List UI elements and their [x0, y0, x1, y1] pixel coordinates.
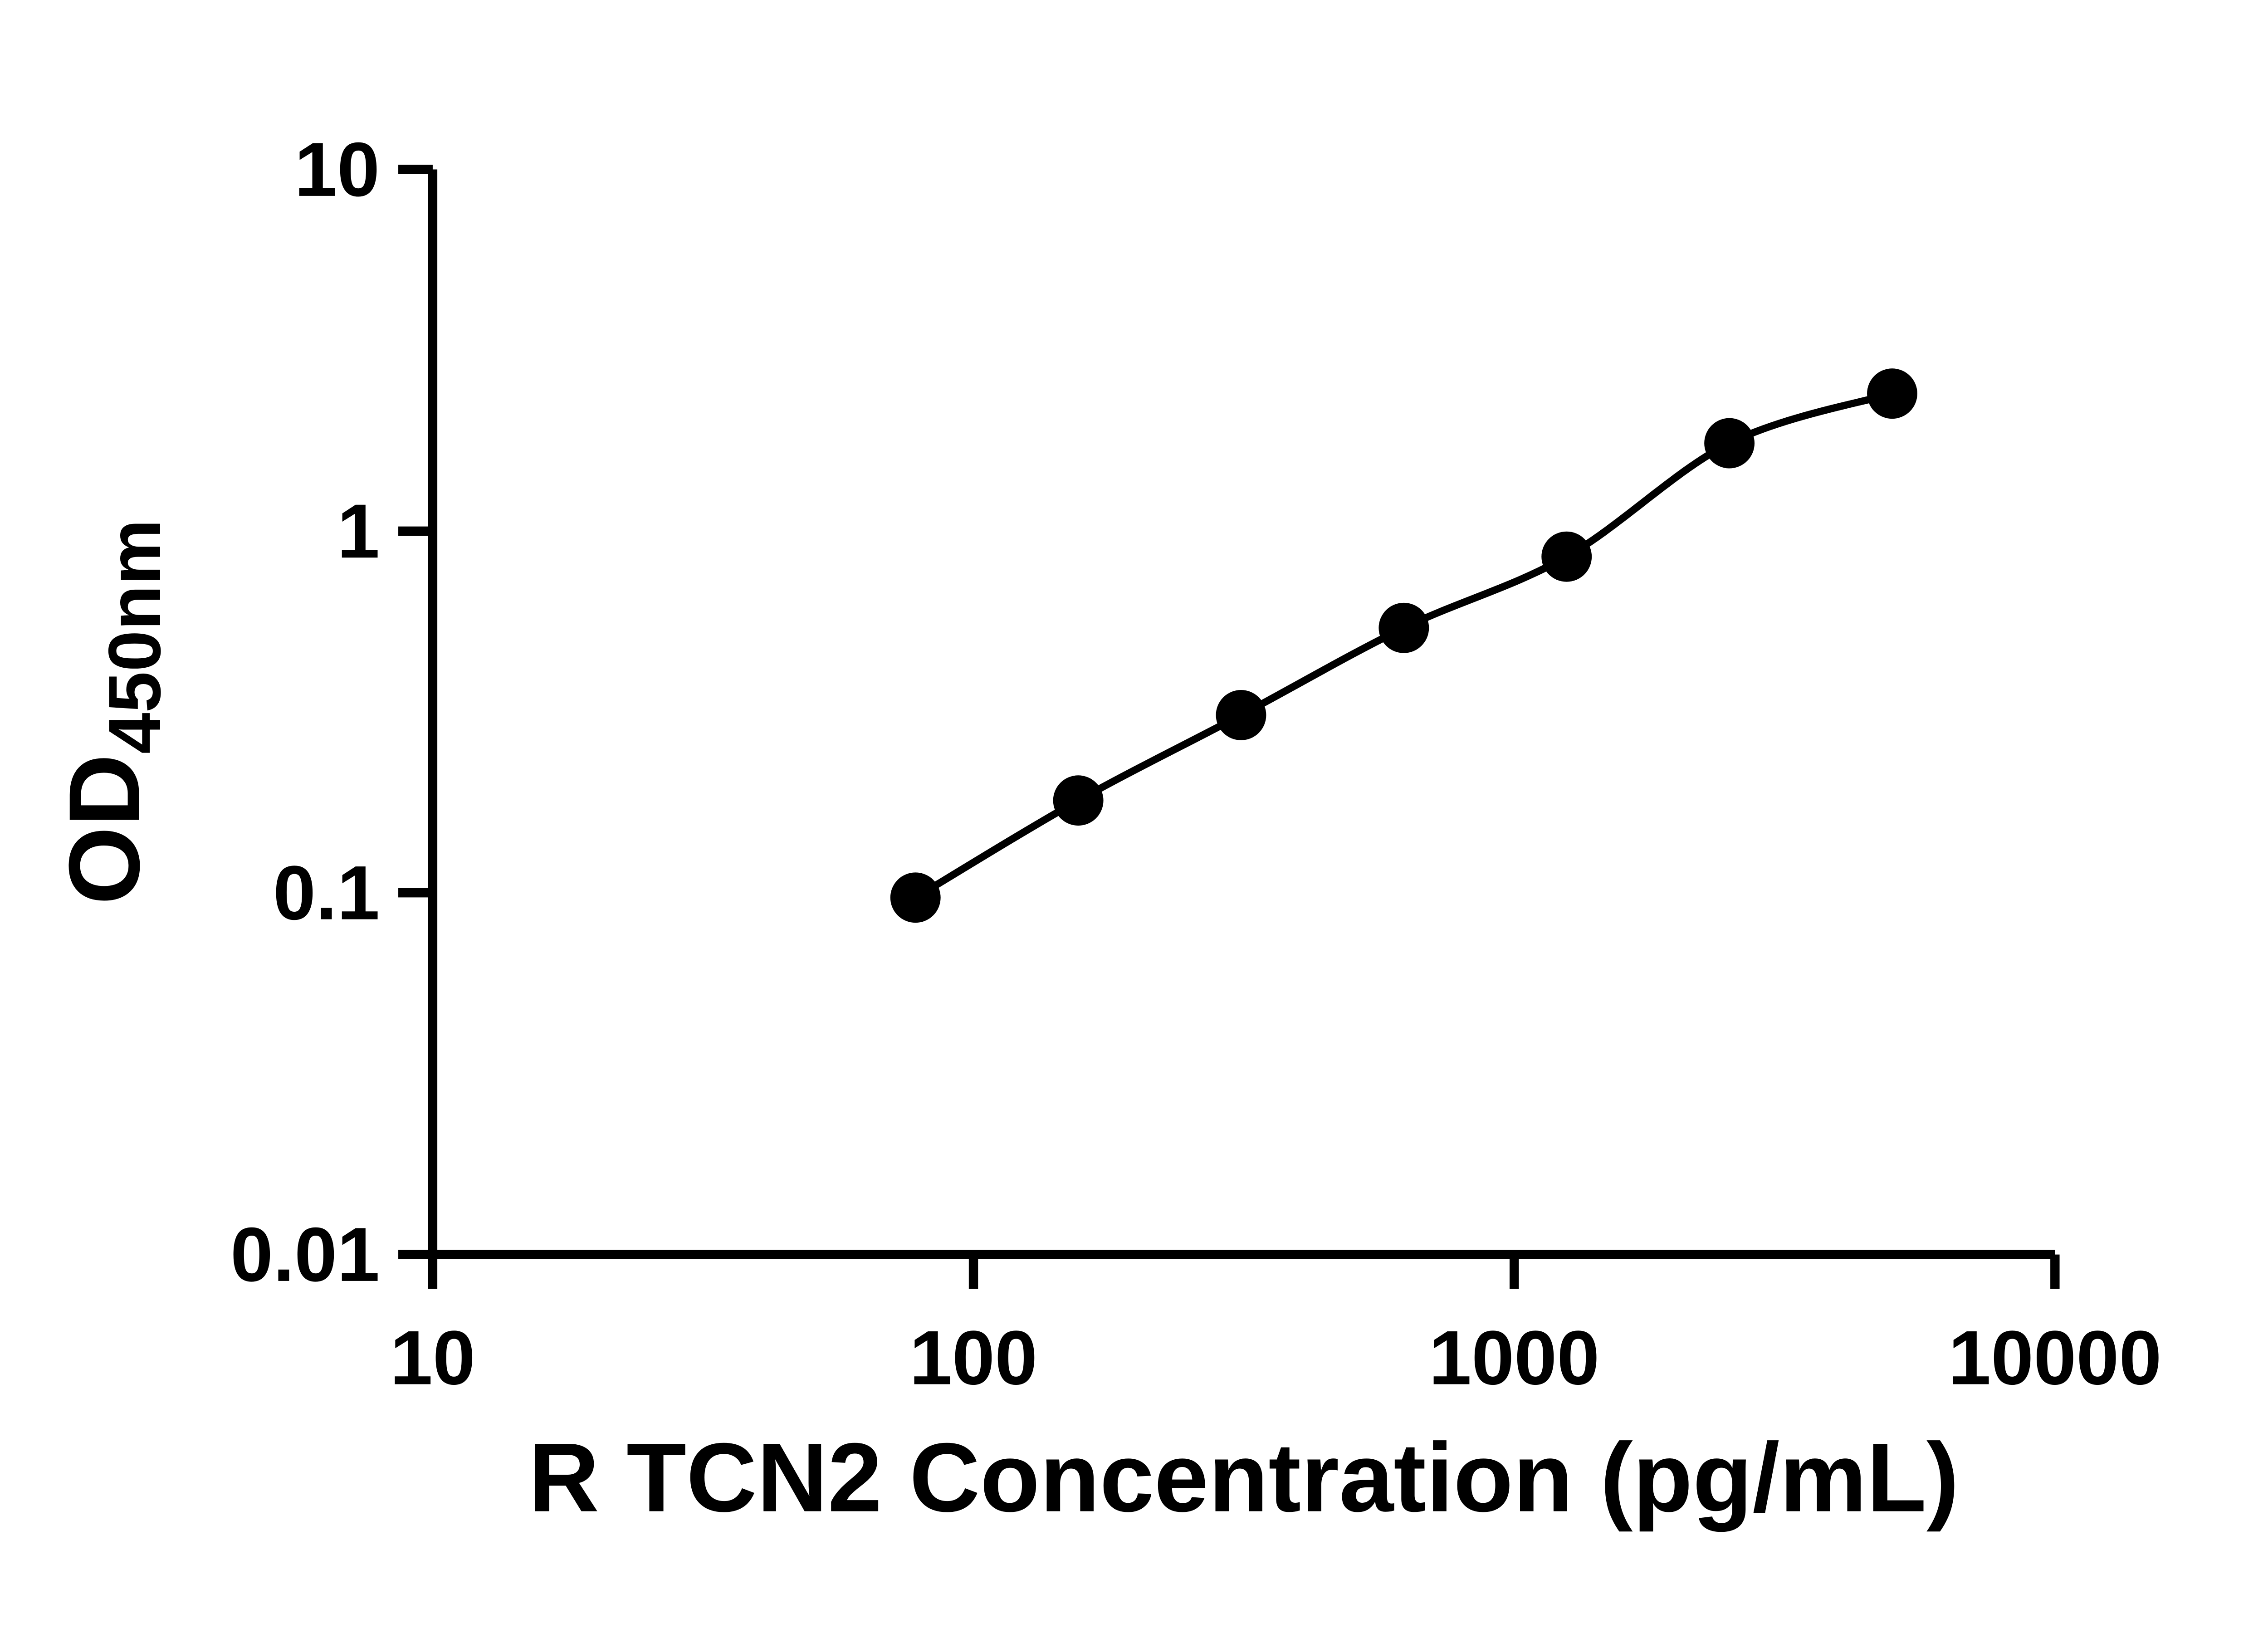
data-point [1378, 602, 1429, 653]
y-tick-label: 0.01 [230, 1212, 380, 1297]
x-tick-label: 1000 [1429, 1315, 1599, 1400]
data-point [890, 872, 941, 923]
x-tick-label: 10000 [1948, 1315, 2161, 1400]
x-axis-title: R TCN2 Concentration (pg/mL) [528, 1423, 1959, 1532]
y-axis-title: OD450nm [48, 519, 176, 905]
data-point [1541, 531, 1592, 582]
axes-group [398, 165, 2060, 1289]
data-point [1053, 775, 1104, 826]
y-tick-label: 1 [337, 488, 380, 574]
y-tick-label: 0.1 [273, 850, 380, 936]
data-point [1704, 418, 1755, 469]
x-tick-label: 10 [390, 1315, 475, 1400]
x-tick-label: 100 [909, 1315, 1037, 1400]
y-tick-label: 10 [294, 127, 380, 212]
tick-labels-group: 10 100 1000 10000 0.01 0.1 1 10 [230, 127, 2162, 1401]
y-axis-title-main: OD [48, 754, 160, 905]
data-point [1867, 368, 1917, 419]
points-group [890, 368, 1917, 923]
y-axis-title-subscript: 450nm [93, 519, 176, 754]
data-point [1216, 690, 1266, 740]
